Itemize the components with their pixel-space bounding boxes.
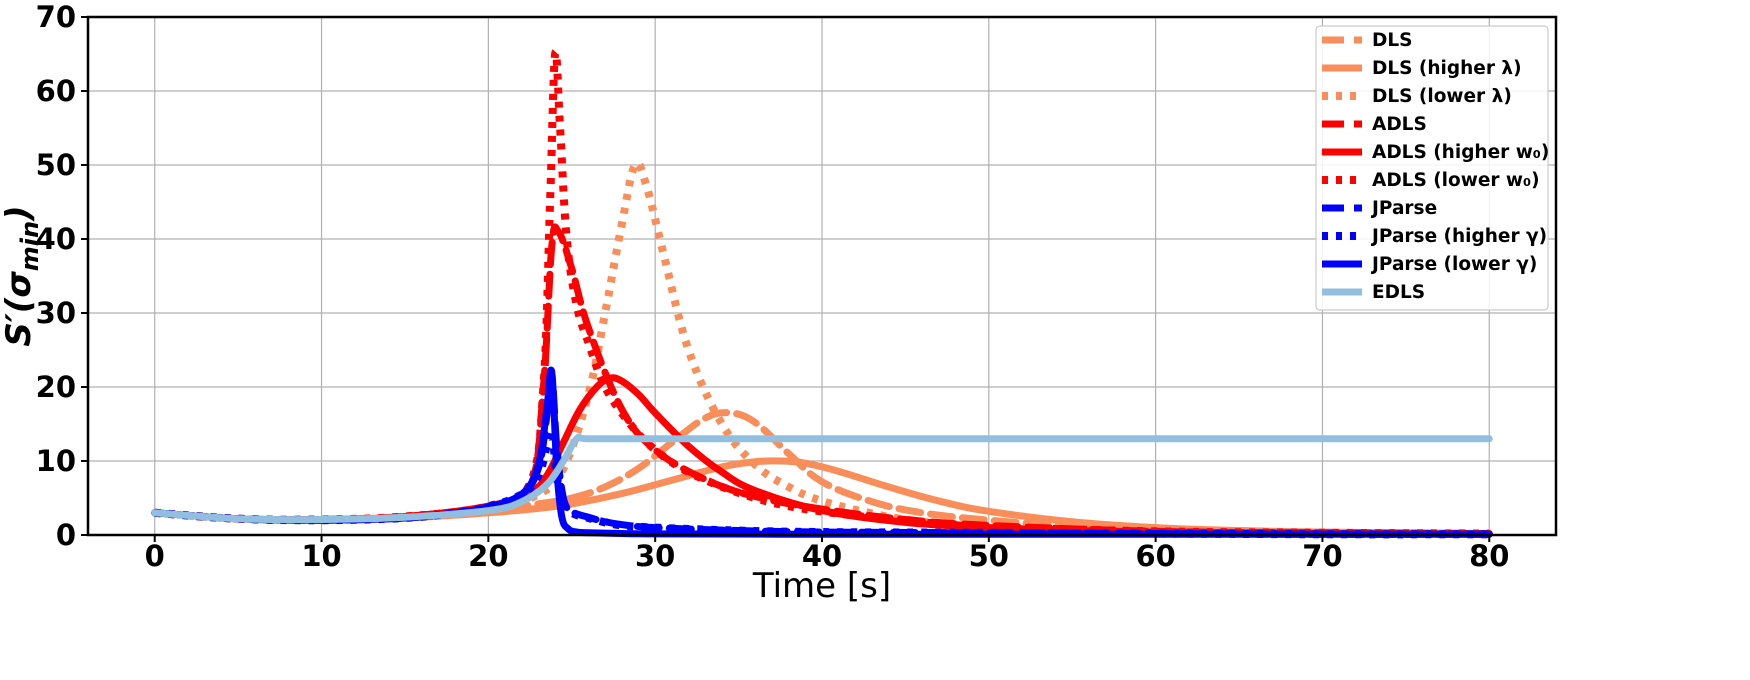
legend-label: JParse (lower γ): [1370, 254, 1537, 275]
x-tick-label: 50: [969, 539, 1009, 573]
x-tick-label: 70: [1302, 539, 1342, 573]
x-tick-label: 40: [802, 539, 842, 573]
x-axis-label: Time [s]: [752, 566, 891, 606]
legend-label: JParse: [1370, 198, 1437, 219]
legend-label: DLS (lower λ): [1372, 86, 1512, 107]
legend: DLS DLS (higher λ) DLS (lower λ) ADLS ADLS (…: [1315, 25, 1549, 311]
legend-label: JParse (higher γ): [1370, 226, 1547, 247]
y-tick-label: 0: [56, 518, 76, 552]
series-line-5: [154, 47, 1490, 538]
y-tick-label: 70: [36, 0, 76, 34]
x-tick-label: 0: [145, 539, 165, 573]
x-tick-label: 60: [1135, 539, 1175, 573]
y-axis-label-sub: min: [16, 221, 44, 271]
y-axis-label: S′(σmin): [0, 205, 44, 346]
series-layer: [151, 47, 1493, 539]
y-tick-label: 50: [36, 148, 76, 182]
x-tick-label: 10: [301, 539, 341, 573]
legend-label: ADLS (lower w₀): [1372, 170, 1540, 191]
legend-label: EDLS: [1372, 282, 1425, 303]
series-line-9: [151, 433, 1493, 524]
x-tick-label: 20: [468, 539, 508, 573]
y-tick-label: 10: [36, 444, 76, 478]
x-axis-ticks: 0 10 20 30 40 50 60 70 80: [145, 535, 1509, 573]
y-axis-ticks: 0 10 20 30 40 50 60 70: [36, 0, 88, 552]
legend-label: DLS: [1372, 30, 1412, 51]
legend-box: [1315, 25, 1549, 311]
legend-label: ADLS (higher w₀): [1372, 142, 1549, 163]
y-tick-label: 40: [36, 222, 76, 256]
y-tick-label: 30: [36, 296, 76, 330]
legend-label: ADLS: [1372, 114, 1427, 135]
y-tick-label: 20: [36, 370, 76, 404]
x-tick-label: 80: [1469, 539, 1509, 573]
y-tick-label: 60: [36, 74, 76, 108]
x-tick-label: 30: [635, 539, 675, 573]
y-axis-label-main: S′(σ: [0, 271, 39, 347]
legend-label: DLS (higher λ): [1372, 58, 1522, 79]
y-axis-label-close: ): [0, 205, 39, 222]
